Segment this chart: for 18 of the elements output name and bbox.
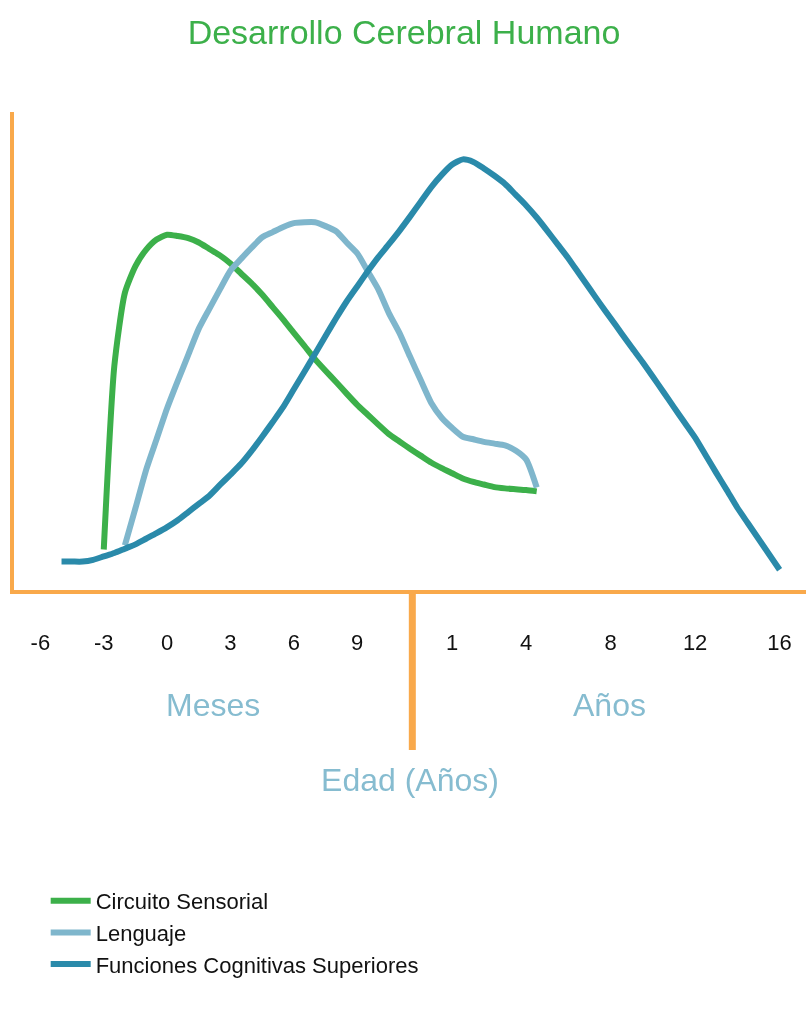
x-tick-label: 16 <box>767 630 792 656</box>
x-tick-label: 3 <box>224 630 237 656</box>
x-tick-label: 8 <box>604 630 617 656</box>
x-axis-title: Edad (Años) <box>321 761 499 798</box>
x-tick-label: -6 <box>30 630 51 656</box>
legend-label: Funciones Cognitivas Superiores <box>95 952 419 978</box>
x-tick-label: 1 <box>446 630 459 656</box>
x-tick-label: 6 <box>287 630 300 656</box>
legend-label: Circuito Sensorial <box>95 889 269 915</box>
x-tick-label: -3 <box>93 630 114 656</box>
x-tick-label: 9 <box>351 630 364 656</box>
text: Años <box>573 687 646 723</box>
x-tick-label: 12 <box>682 630 708 656</box>
legend-label: Lenguaje <box>95 920 187 946</box>
chart-title: Desarrollo Cerebral Humano <box>187 12 621 51</box>
x-tick-label: 0 <box>160 630 174 656</box>
text: Meses <box>166 687 261 723</box>
x-tick-label: 4 <box>520 630 533 656</box>
